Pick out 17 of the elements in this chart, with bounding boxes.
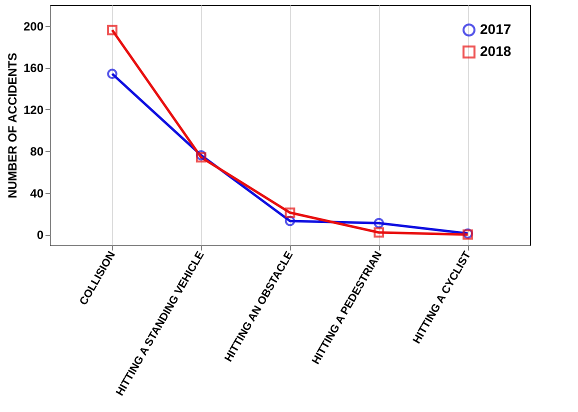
point xyxy=(196,150,206,160)
point xyxy=(284,216,296,226)
point xyxy=(196,152,206,163)
y-tick-label: 200 xyxy=(23,19,44,34)
y-axis-title: NUMBER OF ACCIDENTS xyxy=(5,52,20,198)
y-tick-label: 80 xyxy=(30,144,44,159)
y-tick-label: 120 xyxy=(23,102,44,117)
point xyxy=(107,24,118,36)
point xyxy=(107,68,118,80)
point xyxy=(374,227,384,238)
y-tick-label: 40 xyxy=(30,186,44,200)
y-tick-label: 160 xyxy=(23,61,44,76)
y-tick-label: 0 xyxy=(36,228,44,242)
legend-label: 2017 xyxy=(480,21,512,37)
legend-label: 2018 xyxy=(480,43,512,59)
point xyxy=(374,218,384,228)
point xyxy=(284,207,296,218)
